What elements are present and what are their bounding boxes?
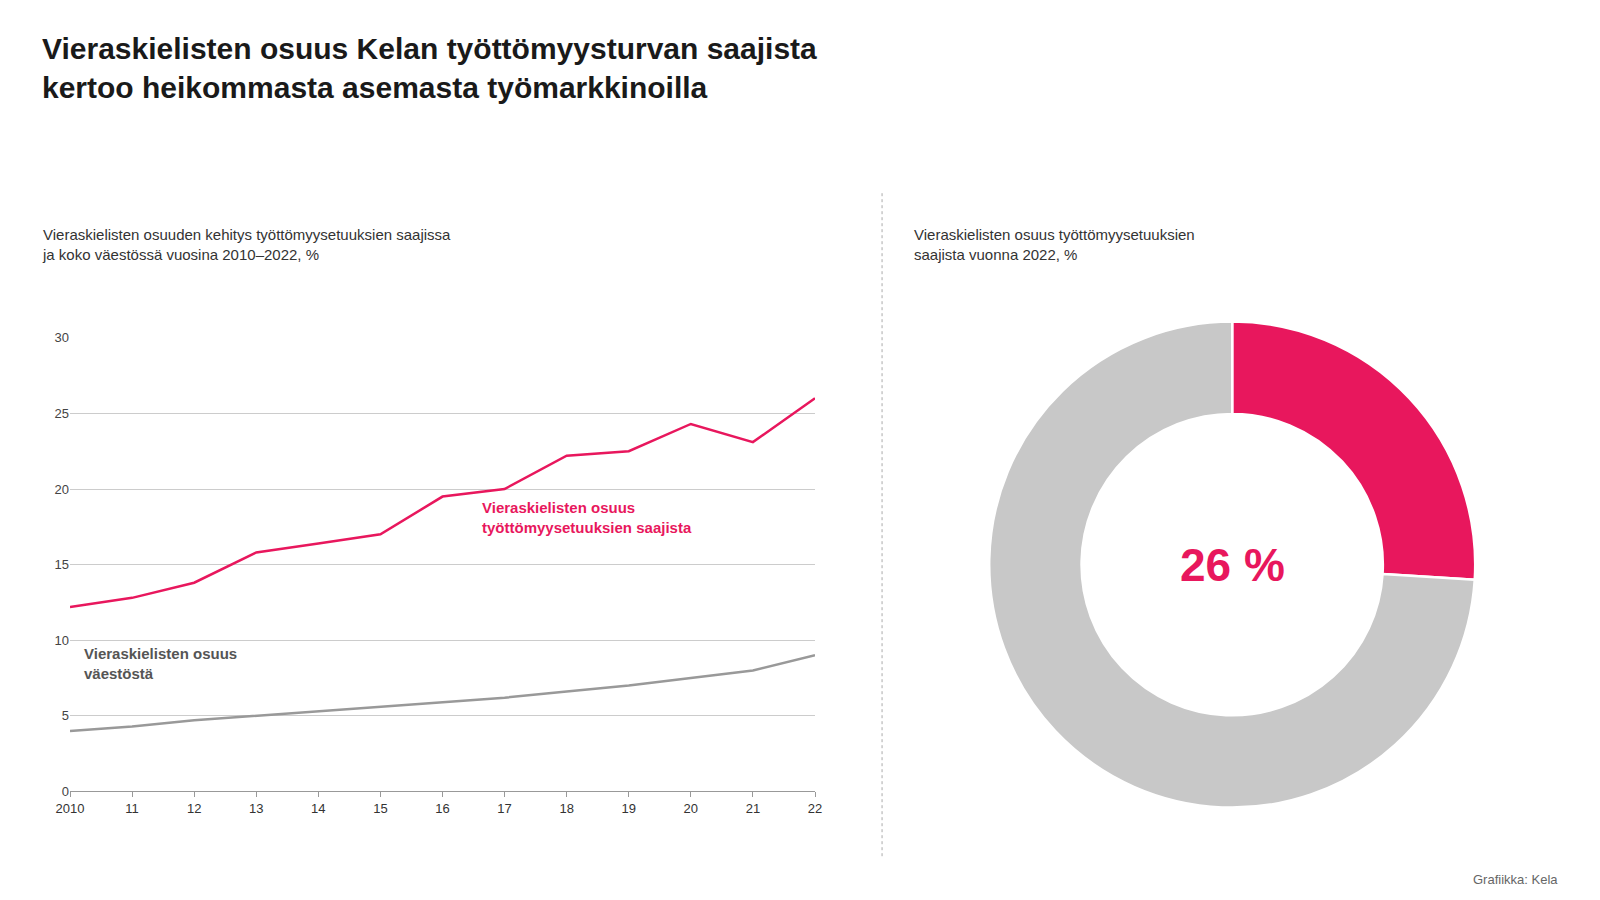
svg-text:Grafiikka: Kela: Grafiikka: Kela (1473, 872, 1558, 887)
svg-text:Vieraskielisten osuuden kehity: Vieraskielisten osuuden kehitys työttömy… (42, 226, 451, 263)
svg-text:14: 14 (311, 801, 325, 816)
svg-text:16: 16 (435, 801, 449, 816)
svg-text:Vieraskielisten osuustyöttömyy: Vieraskielisten osuustyöttömyysetuuksien… (482, 499, 692, 536)
svg-text:26 %: 26 % (1180, 539, 1285, 591)
svg-text:Vieraskielisten osuus Kelan ty: Vieraskielisten osuus Kelan työttömyystu… (42, 32, 817, 104)
svg-text:Vieraskielisten osuusväestöstä: Vieraskielisten osuusväestöstä (84, 645, 237, 682)
svg-text:12: 12 (187, 801, 201, 816)
svg-text:10: 10 (55, 633, 69, 648)
svg-text:21: 21 (746, 801, 760, 816)
svg-text:30: 30 (55, 330, 69, 345)
svg-text:2010: 2010 (56, 801, 85, 816)
svg-text:Vieraskielisten osuus työttömy: Vieraskielisten osuus työttömyysetuuksie… (914, 226, 1195, 263)
svg-text:11: 11 (125, 801, 139, 816)
svg-text:20: 20 (684, 801, 698, 816)
svg-text:13: 13 (249, 801, 263, 816)
svg-text:15: 15 (55, 557, 69, 572)
svg-text:5: 5 (62, 708, 69, 723)
svg-text:22: 22 (808, 801, 822, 816)
svg-text:18: 18 (559, 801, 573, 816)
svg-text:15: 15 (373, 801, 387, 816)
svg-text:25: 25 (55, 406, 69, 421)
svg-text:0: 0 (62, 784, 69, 799)
svg-text:17: 17 (497, 801, 511, 816)
svg-text:19: 19 (622, 801, 636, 816)
svg-text:20: 20 (55, 482, 69, 497)
